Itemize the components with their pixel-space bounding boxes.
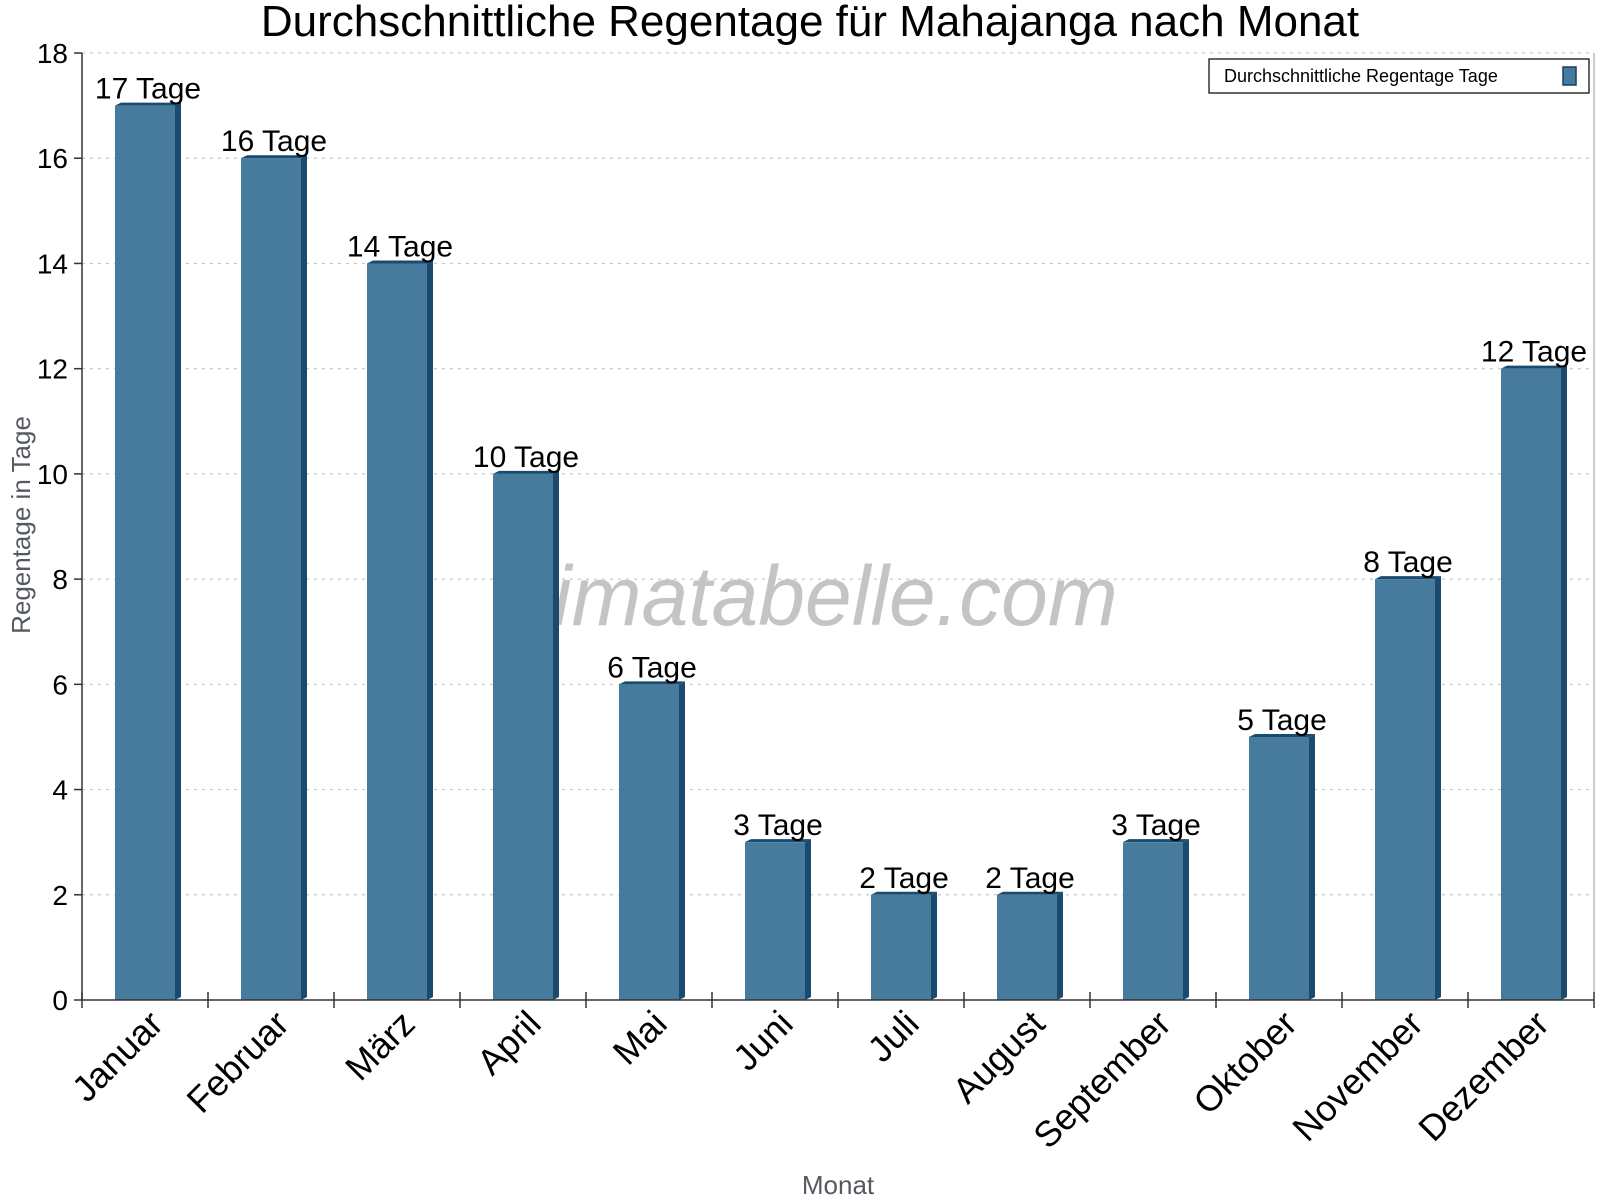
- bar-label-9: 5 Tage: [1237, 704, 1327, 737]
- bar-side-8: [1183, 839, 1189, 1000]
- bar-side-11: [1561, 365, 1567, 1001]
- x-tick-label-6: Juli: [859, 1003, 926, 1070]
- bar-0: [115, 102, 181, 1001]
- bar-6: [871, 891, 937, 1000]
- legend-label: Durchschnittliche Regentage Tage: [1224, 66, 1498, 86]
- bar-label-6: 2 Tage: [859, 862, 949, 895]
- x-axis-title: Monat: [802, 1170, 875, 1200]
- watermark: klimatabelle.com: [492, 549, 1118, 643]
- bar-side-2: [427, 260, 433, 1000]
- bar-label-10: 8 Tage: [1363, 546, 1453, 579]
- legend-swatch: [1562, 66, 1577, 86]
- bars: [115, 102, 1567, 1001]
- bar-11: [1501, 365, 1567, 1001]
- legend: Durchschnittliche Regentage Tage: [1208, 58, 1590, 94]
- bar-label-3: 10 Tage: [473, 441, 579, 474]
- bar-4: [619, 681, 685, 1000]
- bar-front-10: [1375, 579, 1435, 1000]
- bar-front-7: [997, 894, 1057, 1000]
- bar-side-10: [1435, 576, 1441, 1000]
- x-tick-label-4: Mai: [605, 1003, 675, 1073]
- x-tick-label-2: März: [337, 1003, 423, 1089]
- y-tick-label-7: 14: [37, 248, 68, 279]
- bar-8: [1123, 839, 1189, 1000]
- bar-front-3: [493, 473, 553, 1000]
- x-tick-label-11: Dezember: [1410, 1003, 1556, 1149]
- x-tick-label-10: November: [1284, 1003, 1430, 1149]
- bar-label-11: 12 Tage: [1481, 336, 1587, 369]
- y-tick-label-1: 2: [52, 880, 68, 911]
- bar-side-9: [1309, 733, 1315, 1000]
- legend-box: [1208, 58, 1590, 94]
- bar-top-9: [1249, 733, 1315, 737]
- bar-front-1: [241, 158, 301, 1000]
- bar-labels: 17 Tage 16 Tage 14 Tage 10 Tage 6 Tage 3 Tage…: [95, 73, 1587, 895]
- bar-top-1: [241, 155, 307, 159]
- y-tick-label-4: 8: [52, 564, 68, 595]
- bar-7: [997, 891, 1063, 1000]
- bar-side-0: [175, 102, 181, 1001]
- bar-5: [745, 839, 811, 1000]
- axes: [74, 52, 1595, 1008]
- bar-side-1: [301, 155, 307, 1000]
- bar-front-11: [1501, 368, 1561, 1001]
- chart-title: Durchschnittliche Regentage für Mahajang…: [261, 0, 1359, 46]
- bar-side-7: [1057, 891, 1063, 1000]
- bar-front-0: [115, 105, 175, 1001]
- y-tick-label-6: 12: [37, 354, 68, 385]
- x-tick-label-3: April: [469, 1003, 549, 1083]
- bar-2: [367, 260, 433, 1000]
- bar-side-6: [931, 891, 937, 1000]
- y-tick-label-9: 18: [37, 38, 68, 69]
- y-tick-labels: 0 2 4 6 8 10 12 14 16 18: [37, 38, 68, 1016]
- bar-top-8: [1123, 839, 1189, 843]
- x-tick-label-8: September: [1025, 1003, 1179, 1157]
- gridlines: [82, 52, 1594, 896]
- bar-top-10: [1375, 576, 1441, 580]
- bar-top-6: [871, 891, 937, 895]
- y-tick-label-0: 0: [52, 985, 68, 1016]
- bar-front-2: [367, 263, 427, 1000]
- bar-front-6: [871, 894, 931, 1000]
- x-tick-label-0: Januar: [64, 1003, 171, 1110]
- bar-top-7: [997, 891, 1063, 895]
- bar-top-0: [115, 102, 181, 106]
- y-tick-label-2: 4: [52, 775, 68, 806]
- bar-top-2: [367, 260, 433, 264]
- bar-side-5: [805, 839, 811, 1000]
- bar-front-4: [619, 684, 679, 1000]
- bar-1: [241, 155, 307, 1000]
- x-tick-label-1: Februar: [179, 1003, 297, 1121]
- bar-side-3: [553, 470, 559, 1000]
- bar-label-8: 3 Tage: [1111, 809, 1201, 842]
- bar-top-5: [745, 839, 811, 843]
- bar-side-4: [679, 681, 685, 1000]
- x-tick-label-5: Juni: [725, 1003, 801, 1079]
- bar-front-9: [1249, 736, 1309, 1000]
- y-tick-label-3: 6: [52, 669, 68, 700]
- y-tick-label-8: 16: [37, 143, 68, 174]
- bar-front-5: [745, 842, 805, 1000]
- bar-label-0: 17 Tage: [95, 73, 201, 106]
- bar-label-1: 16 Tage: [221, 125, 327, 158]
- y-axis-title: Regentage in Tage: [6, 416, 36, 634]
- bar-front-8: [1123, 842, 1183, 1000]
- bar-top-3: [493, 470, 559, 474]
- bar-label-7: 2 Tage: [985, 862, 1075, 895]
- x-tick-label-7: August: [944, 1003, 1052, 1111]
- x-tick-labels: Januar Februar März April Mai Juni Juli AugustS…: [64, 1003, 1557, 1157]
- bar-top-4: [619, 681, 685, 685]
- x-tick-label-9: Oktober: [1185, 1003, 1305, 1123]
- bar-10: [1375, 576, 1441, 1000]
- bar-9: [1249, 733, 1315, 1000]
- bar-label-5: 3 Tage: [733, 809, 823, 842]
- y-tick-label-5: 10: [37, 459, 68, 490]
- bar-label-4: 6 Tage: [607, 651, 697, 684]
- bar-top-11: [1501, 365, 1567, 369]
- bar-3: [493, 470, 559, 1000]
- bar-label-2: 14 Tage: [347, 230, 453, 263]
